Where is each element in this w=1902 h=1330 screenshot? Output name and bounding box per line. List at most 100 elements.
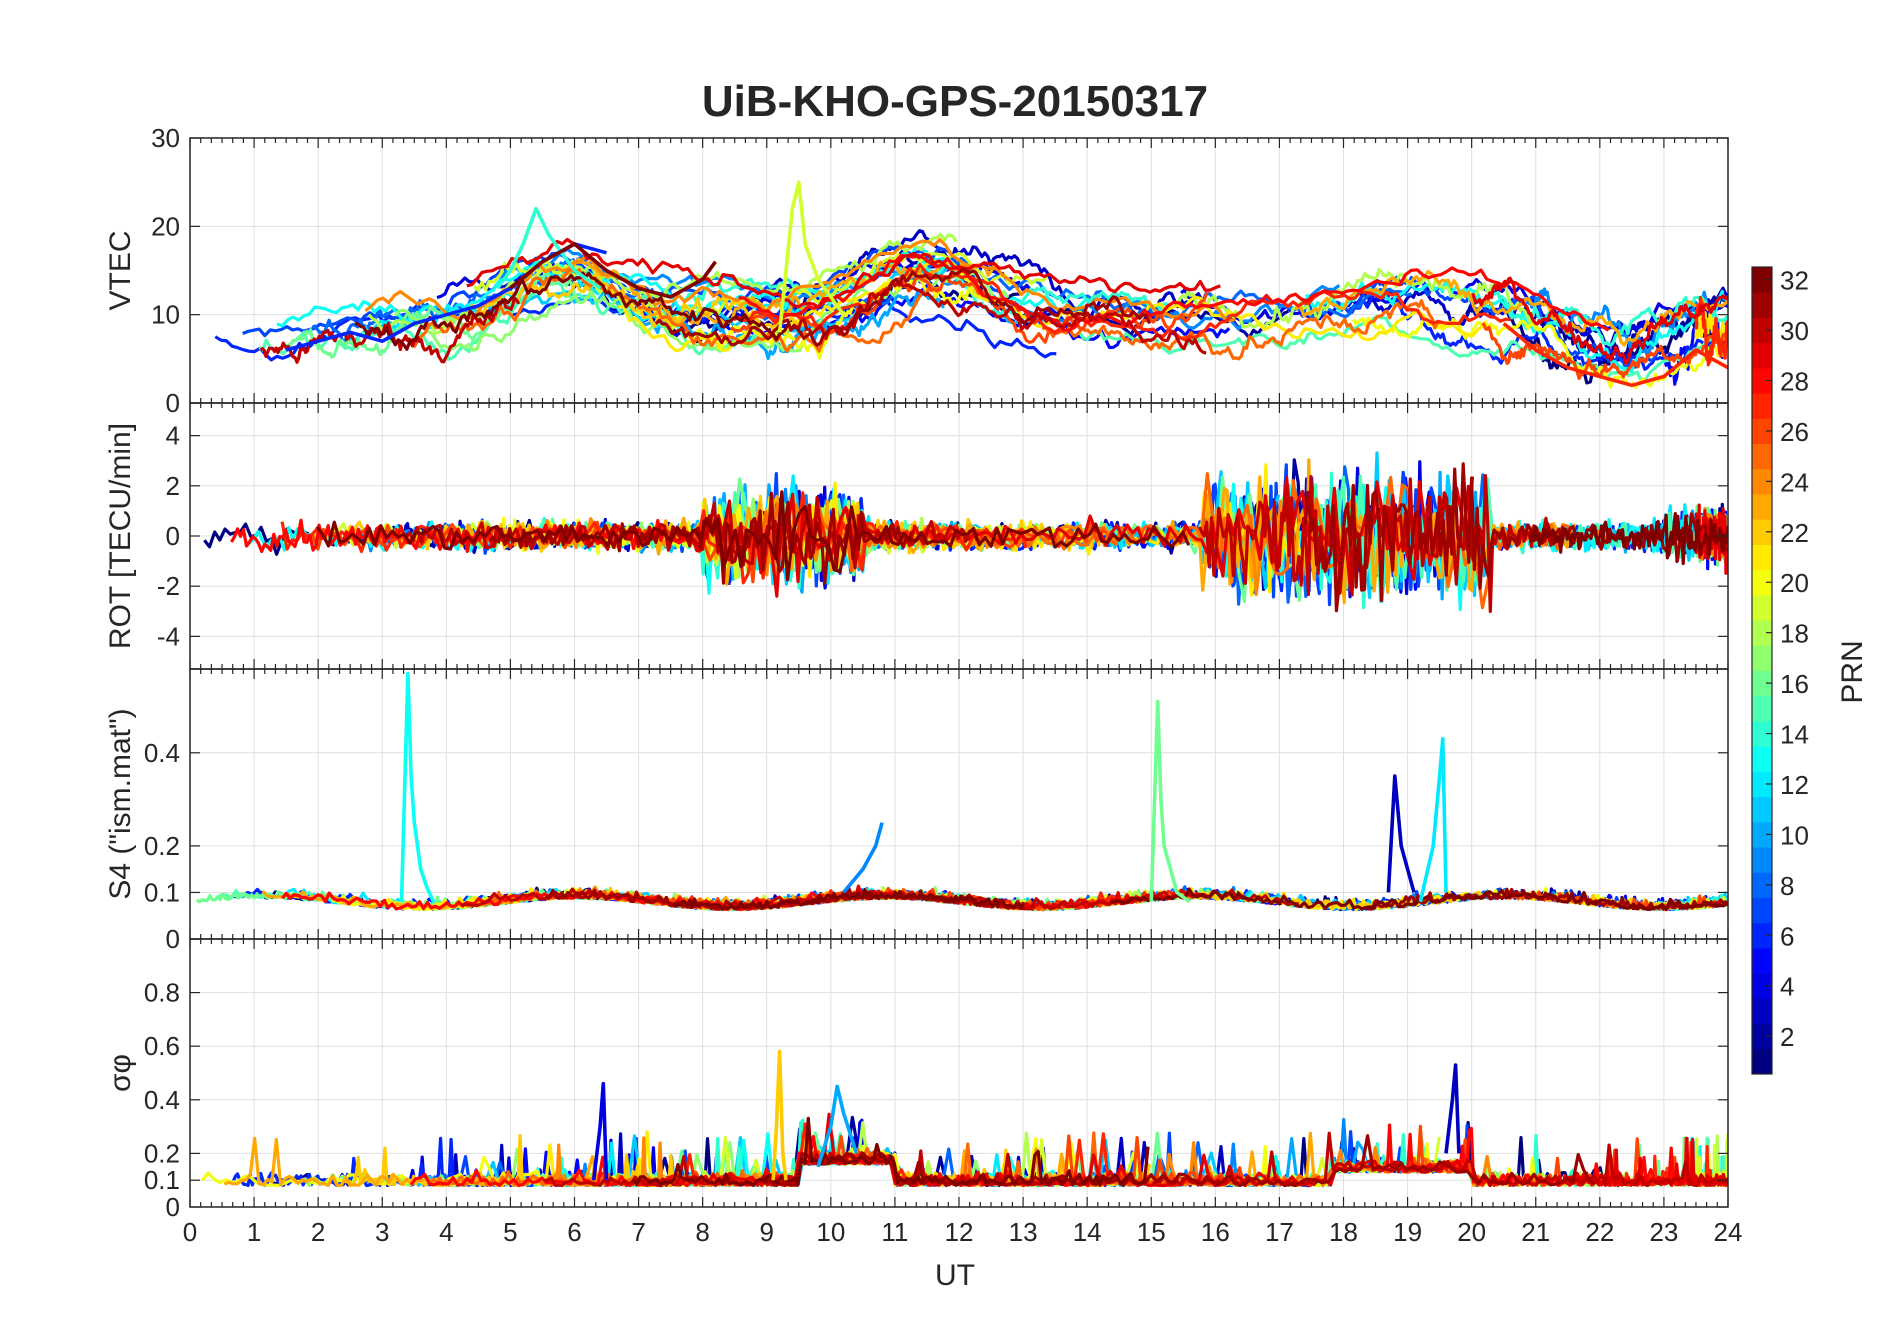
y-tick-label: 0 — [166, 521, 180, 551]
x-ticks — [189, 939, 1729, 1207]
x-tick-label: 9 — [760, 1217, 774, 1247]
colorbar-tick-label: 14 — [1780, 720, 1809, 750]
x-tick-label: 8 — [695, 1217, 709, 1247]
x-tick-label: 23 — [1649, 1217, 1678, 1247]
colorbar-swatch — [1752, 569, 1772, 596]
series-prn-27-peak — [1502, 322, 1728, 388]
series-prn-16-peak — [1149, 699, 1191, 904]
colorbar-swatch — [1752, 872, 1772, 898]
series-group — [203, 451, 1728, 614]
x-tick-label: 3 — [375, 1217, 389, 1247]
colorbar-swatch — [1752, 620, 1772, 646]
colorbar-swatch — [1752, 897, 1772, 924]
colorbar-swatch — [1752, 695, 1772, 722]
series-group — [214, 180, 1728, 389]
colorbar-swatch — [1752, 468, 1772, 495]
y-axis-label: ROT [TECU/min] — [104, 423, 137, 649]
x-tick-label: 11 — [881, 1217, 908, 1247]
colorbar-tick-label: 24 — [1780, 467, 1809, 497]
colorbar-tick-label: 30 — [1780, 316, 1809, 346]
colorbar-tick-label: 6 — [1780, 921, 1794, 951]
colorbar-swatch — [1752, 519, 1772, 545]
colorbar-swatch — [1752, 847, 1772, 873]
colorbar-tick-label: 32 — [1780, 266, 1809, 296]
series-prn-29-segment-2 — [1471, 276, 1728, 365]
colorbar-swatch — [1752, 771, 1772, 798]
y-tick-label: 2 — [166, 471, 180, 501]
series-prn-9-peak — [842, 822, 884, 894]
series-prn-21-segment-2 — [1694, 311, 1728, 352]
colorbar-tick-label: 18 — [1780, 619, 1809, 649]
y-tick-label: 0.2 — [144, 1138, 180, 1168]
x-tick-label: 21 — [1521, 1217, 1550, 1247]
panel-3: 0 0.1 0.2 0.4S4 ("ism.mat") — [104, 668, 1729, 954]
series-prn-26-segment-1 — [730, 275, 1209, 344]
colorbar-tick-label: 28 — [1780, 366, 1809, 396]
x-tick-label: 15 — [1137, 1217, 1166, 1247]
colorbar-swatch — [1752, 1048, 1772, 1075]
series-prn-28-segment-1 — [738, 253, 1610, 332]
colorbar-tick-label: 22 — [1780, 518, 1809, 548]
series-prn-32-segment-1 — [672, 887, 1025, 911]
x-tick-label: 1 — [247, 1217, 261, 1247]
colorbar-tick-label: 16 — [1780, 669, 1809, 699]
x-tick-label: 2 — [311, 1217, 325, 1247]
colorbar-swatch — [1752, 493, 1772, 520]
x-tick-label: 4 — [439, 1217, 453, 1247]
x-tick-label: 22 — [1585, 1217, 1614, 1247]
colorbar-swatch — [1752, 267, 1772, 293]
series-prn-10-peak — [816, 1084, 859, 1168]
x-tick-label: 16 — [1201, 1217, 1230, 1247]
series-prn-13-peak — [399, 671, 436, 903]
colorbar-tick-label: 12 — [1780, 770, 1809, 800]
series-prn-4-peak — [591, 1081, 609, 1181]
series-prn-25-segment-2 — [1041, 299, 1441, 361]
x-tick-label: 18 — [1329, 1217, 1358, 1247]
colorbar-swatch — [1752, 594, 1772, 621]
series-prn-27-segment-1 — [732, 262, 1511, 342]
series-prn-14-peak — [496, 206, 602, 290]
series-prn-32-segment-1 — [315, 490, 1191, 582]
colorbar-swatch — [1752, 1023, 1772, 1050]
colorbar-swatch — [1752, 720, 1772, 747]
y-tick-label: 30 — [151, 123, 180, 153]
colorbar-swatch — [1752, 367, 1772, 394]
series-group — [195, 671, 1728, 912]
x-tick-label: 13 — [1009, 1217, 1038, 1247]
colorbar-swatch — [1752, 393, 1772, 419]
colorbar-tick-label: 4 — [1780, 972, 1794, 1002]
panel-2: -4 -2 0 2 4 ROT [TECU/min] — [104, 402, 1729, 670]
colorbar-tick-label: 10 — [1780, 820, 1809, 850]
colorbar-swatch — [1752, 670, 1772, 697]
series-prn-26-segment-2 — [1481, 322, 1728, 380]
x-ticks — [189, 669, 1729, 939]
series-prn-3-peak — [1444, 1063, 1461, 1154]
y-tick-label: -4 — [157, 621, 180, 651]
colorbar-swatch — [1752, 796, 1772, 823]
series-prn-31-segment-1 — [654, 268, 1152, 347]
colorbar-frame — [1751, 266, 1773, 1075]
y-tick-label: 0 — [166, 388, 180, 418]
series-prn-14-segment-2 — [1463, 288, 1728, 347]
series-group — [200, 1049, 1728, 1188]
series-prn-32-segment-1 — [631, 1116, 1150, 1188]
x-tick-label: 20 — [1457, 1217, 1486, 1247]
series-prn-32-peak — [509, 242, 717, 299]
series-prn-30-segment-1 — [259, 296, 521, 364]
x-tick-label: 0 — [183, 1217, 197, 1247]
colorbar-swatch — [1752, 418, 1772, 445]
y-tick-label: 0.6 — [144, 1031, 180, 1061]
panel-1: 0 10 20 30 VTEC — [104, 123, 1729, 418]
x-tick-label: 17 — [1265, 1217, 1294, 1247]
x-tick-label: 5 — [503, 1217, 517, 1247]
colorbar-swatch — [1752, 317, 1772, 344]
colorbar-swatch — [1752, 973, 1772, 999]
x-tick-label: 19 — [1393, 1217, 1422, 1247]
y-tick-label: 0.2 — [144, 831, 180, 861]
y-tick-label: 4 — [166, 421, 180, 451]
series-prn-22-peak — [771, 1049, 788, 1181]
y-tick-label: 0.4 — [144, 738, 180, 768]
